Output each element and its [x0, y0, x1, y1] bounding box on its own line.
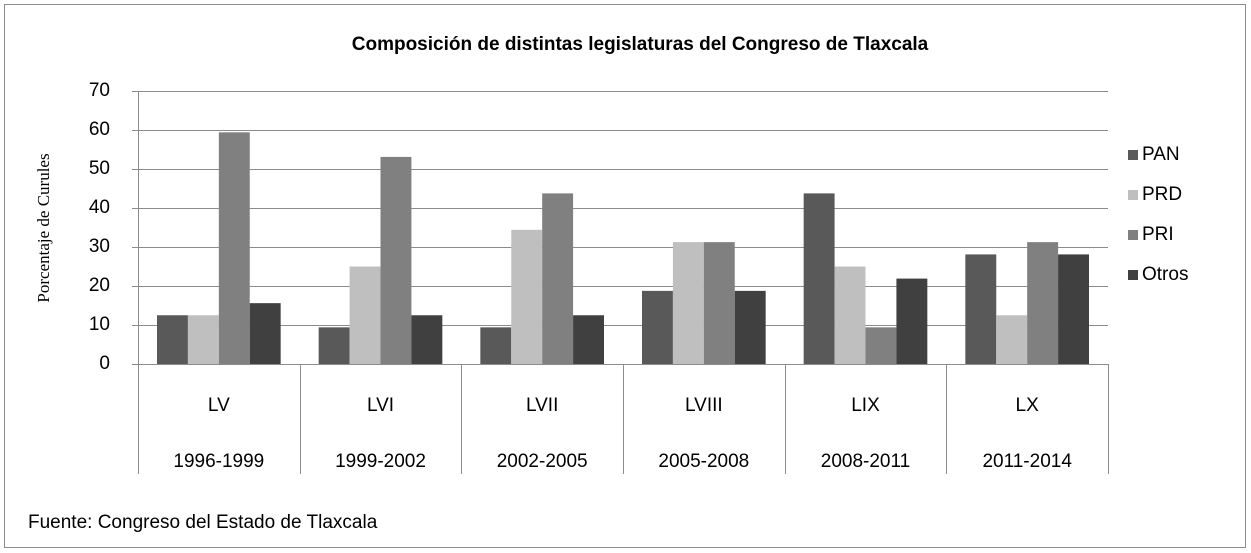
legend-label: PRD [1142, 184, 1182, 205]
y-tick-label: 10 [89, 314, 110, 335]
x-tick-label: LVIII [685, 395, 723, 416]
x-tick-label: LVII [526, 395, 558, 416]
x-tick-label: LV [208, 395, 230, 416]
bar [965, 254, 997, 364]
legend-swatch [1128, 190, 1138, 200]
bar [896, 278, 928, 364]
y-tick-label: 50 [89, 158, 110, 179]
chart-title: Composición de distintas legislaturas de… [352, 34, 929, 55]
bar [249, 303, 281, 364]
bar [480, 327, 512, 364]
y-tick-label: 30 [89, 236, 110, 257]
bar [511, 229, 543, 364]
bar [834, 266, 866, 364]
y-tick-label: 20 [89, 275, 110, 296]
bar [187, 315, 219, 364]
bar [865, 327, 897, 364]
x-period-label: 2005-2008 [658, 451, 749, 472]
bar [218, 132, 250, 364]
bar [1058, 254, 1089, 364]
legend-swatch [1128, 270, 1138, 280]
bar [996, 315, 1028, 364]
legend-label: Otros [1142, 264, 1188, 285]
bar [411, 315, 443, 364]
bar [542, 193, 574, 364]
bar [672, 242, 704, 364]
x-tick-label: LX [1016, 395, 1040, 416]
bar [803, 193, 835, 364]
bar [573, 315, 604, 364]
y-tick-label: 0 [99, 353, 110, 374]
bar [380, 156, 412, 364]
x-period-label: 2002-2005 [497, 451, 588, 472]
x-period-label: 2011-2014 [982, 451, 1072, 472]
y-tick-label: 60 [89, 119, 110, 140]
bar [703, 242, 735, 364]
x-period-label: 1999-2002 [335, 451, 426, 472]
x-tick-label: LVI [367, 395, 394, 416]
bar [157, 315, 188, 364]
legend-label: PAN [1142, 144, 1180, 165]
bar [642, 290, 673, 364]
x-period-label: 1996-1999 [173, 451, 264, 472]
bar [318, 327, 350, 364]
y-tick-label: 40 [89, 197, 110, 218]
legend-swatch [1128, 230, 1138, 240]
bar [349, 266, 381, 364]
legend-swatch [1128, 150, 1138, 160]
y-axis-label: Porcentaje de Curules [34, 153, 53, 302]
y-tick-label: 70 [89, 80, 110, 101]
bar [734, 290, 766, 364]
x-period-label: 2008-2011 [821, 451, 910, 472]
source-note: Fuente: Congreso del Estado de Tlaxcala [28, 512, 378, 533]
x-tick-label: LIX [851, 395, 880, 416]
legend-label: PRI [1142, 224, 1174, 245]
bar [1027, 242, 1059, 364]
